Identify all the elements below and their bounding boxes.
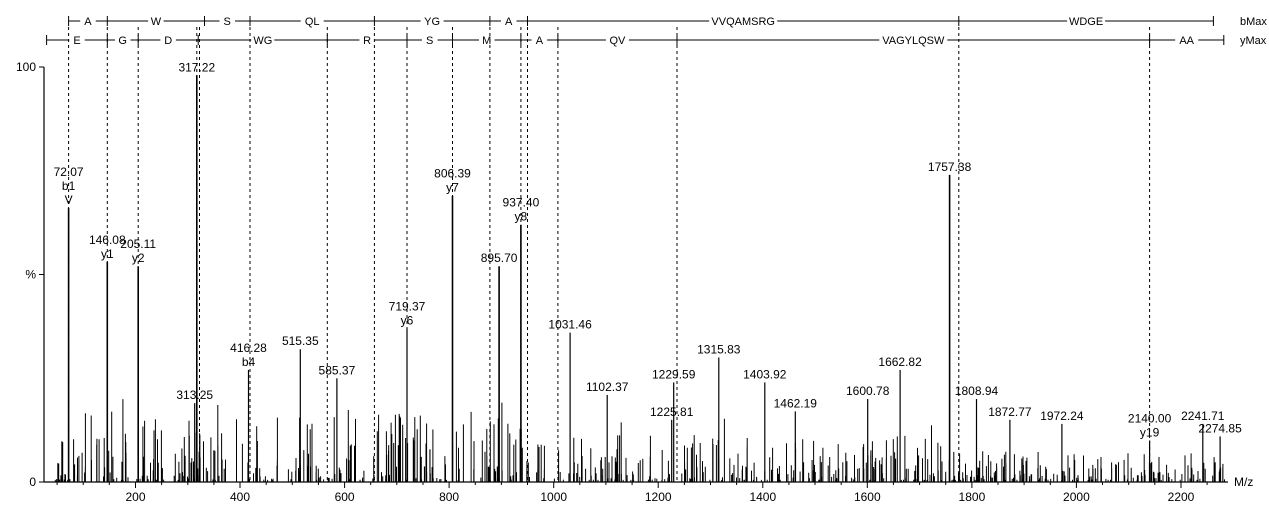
b_series-segment-label: A bbox=[84, 16, 92, 28]
peak-label-mz: 317.22 bbox=[178, 60, 215, 74]
peak-label-mz: 1872.77 bbox=[988, 405, 1032, 419]
b_series-segment-label: QL bbox=[305, 16, 320, 28]
peak-label-residue: V bbox=[65, 193, 73, 207]
y-tick-label: % bbox=[25, 268, 36, 282]
peak-label-mz: 205.11 bbox=[120, 237, 156, 251]
peak-label-ion: b1 bbox=[62, 179, 76, 193]
y_series-segment-label: G bbox=[118, 35, 127, 47]
b_series-name: bMax bbox=[1240, 16, 1267, 28]
y_series-segment-label: E bbox=[73, 35, 80, 47]
x-tick-label: 200 bbox=[125, 490, 145, 504]
y-tick-label: 0 bbox=[29, 475, 36, 489]
b_series-segment-label: W bbox=[151, 16, 162, 28]
x-tick-label: 600 bbox=[335, 490, 355, 504]
peak-label-mz: 937.40 bbox=[503, 196, 540, 210]
x-tick-label: 400 bbox=[230, 490, 250, 504]
y_series-segment-label: A bbox=[536, 35, 544, 47]
x-tick-label: 2200 bbox=[1168, 490, 1195, 504]
noise-peaks bbox=[54, 399, 1225, 482]
peak-label-mz: 1808.94 bbox=[955, 384, 999, 398]
peak-label-mz: 1102.37 bbox=[586, 380, 629, 394]
peak-label-mz: 1315.83 bbox=[697, 343, 741, 357]
peak-label-ion: y2 bbox=[132, 251, 145, 265]
peak-label-mz: 416.28 bbox=[230, 341, 267, 355]
y_series-segment-label: S bbox=[426, 35, 433, 47]
b_series-segment-label: A bbox=[505, 16, 513, 28]
peak-label-ion: y8 bbox=[515, 210, 528, 224]
peak-label-mz: 313.25 bbox=[176, 388, 213, 402]
y-tick-label: 100 bbox=[16, 60, 36, 74]
labeled-peaks bbox=[67, 75, 1221, 482]
peak-label-ion: b4 bbox=[242, 355, 256, 369]
y_series-segment-label: VAGYLQSW bbox=[882, 35, 945, 47]
x-tick-label: 2000 bbox=[1063, 490, 1090, 504]
x-axis-label: M/z bbox=[1234, 475, 1253, 489]
y_series-segment-label: QV bbox=[609, 35, 626, 47]
y_series-segment-label: R bbox=[363, 35, 371, 47]
x-tick-label: 800 bbox=[439, 490, 459, 504]
peak-label-mz: 1462.19 bbox=[774, 396, 818, 410]
y_series-name: yMax bbox=[1240, 35, 1267, 47]
peak-label-mz: 1031.46 bbox=[548, 318, 592, 332]
peak-label-mz: 1225.81 bbox=[650, 405, 694, 419]
peak-label-mz: 515.35 bbox=[282, 334, 319, 348]
peak-label-mz: 1757.38 bbox=[928, 160, 972, 174]
peak-label-mz: 146.08 bbox=[89, 233, 126, 247]
noise-peak-lines bbox=[54, 399, 1225, 482]
peak-label-mz: 72.07 bbox=[54, 165, 84, 179]
x-tick-label: 1800 bbox=[959, 490, 986, 504]
b_series-segment-label: VVQAMSRG bbox=[711, 16, 775, 28]
y_series-segment-label: M bbox=[482, 35, 491, 47]
x-tick-label: 1400 bbox=[749, 490, 776, 504]
y_series-segment-label: AA bbox=[1179, 35, 1194, 47]
y_series-segment-label: D bbox=[164, 35, 172, 47]
y_series-segment-label: WG bbox=[253, 35, 272, 47]
peak-label-ion: y6 bbox=[401, 313, 414, 327]
peak-label-mz: 1600.78 bbox=[846, 384, 890, 398]
peak-label-mz: 1229.59 bbox=[652, 367, 696, 381]
sequence-ladders: A W S QL YG A VVQAMSRG WDGE bMax E G D WG R S M A QV VAGYL… bbox=[46, 16, 1267, 47]
peak-label-ion: y7 bbox=[446, 181, 459, 195]
peak-label-mz: 1972.24 bbox=[1040, 409, 1084, 423]
peak-label-mz: 719.37 bbox=[389, 299, 426, 313]
x-tick-label: 1000 bbox=[540, 490, 567, 504]
peak-label-mz: 585.37 bbox=[319, 363, 356, 377]
peak-label-mz: 1403.92 bbox=[743, 367, 787, 381]
peak-label-mz: 1662.82 bbox=[878, 355, 922, 369]
x-tick-label: 1600 bbox=[854, 490, 881, 504]
b_series-segment-label: YG bbox=[424, 16, 440, 28]
peak-label-ion: y1 bbox=[101, 247, 114, 261]
peak-label-mz: 895.70 bbox=[481, 251, 518, 265]
peak-label-mz: 2274.85 bbox=[1198, 421, 1242, 435]
peak-label-mz: 806.39 bbox=[434, 167, 471, 181]
axes: 100% 0 200 400 600 800 1000 1200 1400 1600 1800 200… bbox=[16, 60, 1253, 504]
peak-label-mz: 2140.00 bbox=[1128, 412, 1172, 426]
peak-label-ion: y19 bbox=[1140, 426, 1160, 440]
b_series-segment-label: S bbox=[224, 16, 231, 28]
peak-label-mz: 2241.71 bbox=[1181, 409, 1225, 423]
b_series-segment-label: WDGE bbox=[1069, 16, 1103, 28]
x-tick-label: 1200 bbox=[645, 490, 672, 504]
